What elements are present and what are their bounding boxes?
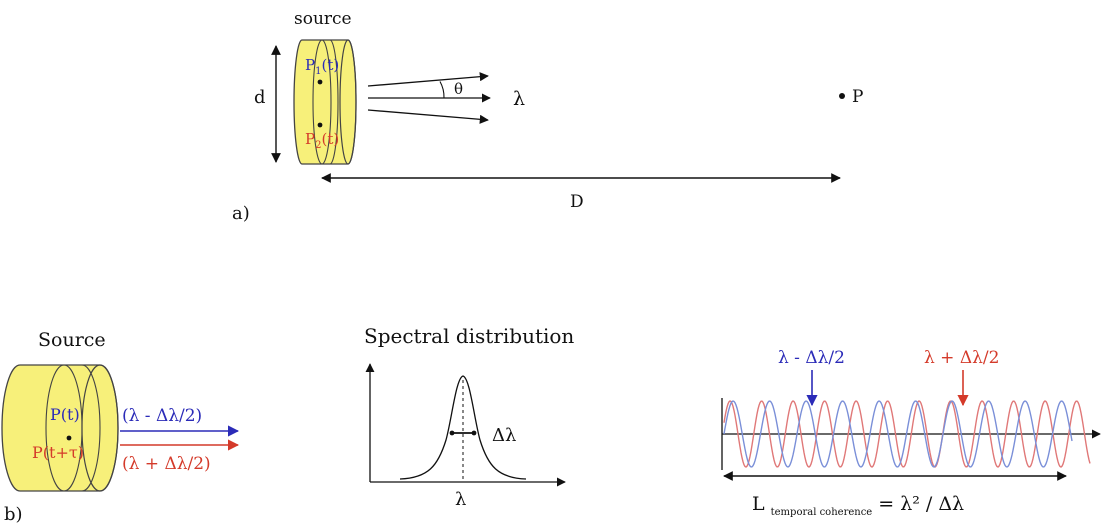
spectrum-width-dot-right xyxy=(471,430,477,436)
ray-upper xyxy=(367,72,489,87)
p2-label: P2(t) xyxy=(305,130,339,151)
beam-red-label: (λ + Δλ/2) xyxy=(122,454,211,474)
panel-a-label: a) xyxy=(232,203,250,224)
p1-label: P1(t) xyxy=(305,56,339,77)
p1-dot xyxy=(317,79,323,85)
ray-lower xyxy=(367,109,489,124)
spectrum-width-dot-left xyxy=(449,430,455,436)
spectral-distribution: Spectral distribution Δλ λ xyxy=(364,324,574,510)
panel-b-source: Source P(t) P(t+τ) (λ - Δλ/2) (λ + Δλ/2)… xyxy=(1,329,240,525)
beam-blue-label: (λ - Δλ/2) xyxy=(122,406,202,426)
spectrum-delta-label: Δλ xyxy=(492,425,516,446)
point-p-label: P xyxy=(852,87,863,107)
source-b-dot xyxy=(66,435,72,441)
p2-dot xyxy=(317,122,323,128)
point-blue-label: P(t) xyxy=(50,405,80,424)
source-b-cylinder xyxy=(1,364,119,492)
point-red-label: P(t+τ) xyxy=(32,443,84,462)
wave-blue xyxy=(723,400,1073,468)
theta-label: θ xyxy=(454,80,463,98)
spectrum-curve xyxy=(399,375,527,480)
spectrum-x-label: λ xyxy=(455,489,466,510)
lambda-label: λ xyxy=(513,88,525,110)
spectrum-title: Spectral distribution xyxy=(364,324,574,348)
d-label: d xyxy=(254,87,266,108)
wave-red-label: λ + Δλ/2 xyxy=(924,348,999,368)
source-cylinder xyxy=(293,39,357,165)
panel-a: source d P1(t) P2(t) θ λ P D a) xyxy=(232,9,863,224)
panel-b-label: b) xyxy=(4,504,23,525)
theta-arc xyxy=(439,81,445,99)
D-label: D xyxy=(570,192,584,212)
wave-red xyxy=(723,400,1091,468)
source-b-label: Source xyxy=(38,329,106,351)
wave-blue-label: λ - Δλ/2 xyxy=(778,348,845,368)
source-label: source xyxy=(294,9,352,29)
point-p-dot xyxy=(839,93,845,99)
